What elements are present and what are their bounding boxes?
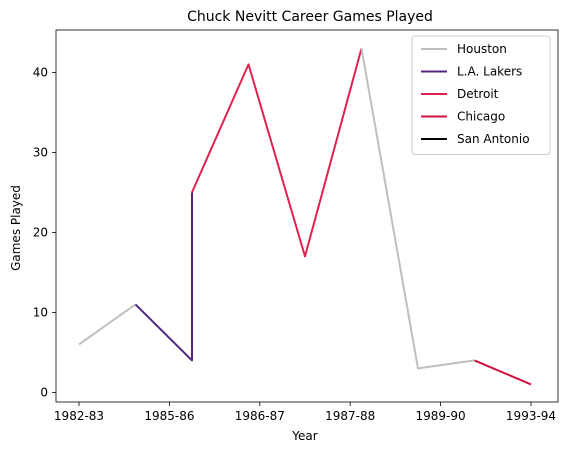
series-line-chicago-4 [474,359,532,386]
x-tick-label: 1982-83 [54,409,104,423]
x-tick-label: 1987-88 [325,409,375,423]
legend-box [411,35,551,155]
series-layer [78,48,532,386]
legend-label-l-a-lakers: L.A. Lakers [457,65,522,79]
series-line-houston-0 [78,303,137,346]
x-axis: 1982-83 1985-86 1986-87 1987-88 1989-90 1993-… [54,402,556,423]
y-axis-label: Games Played [9,185,23,271]
series-line-houston-3 [360,48,475,370]
y-axis: 0 10 20 30 40 [33,65,56,399]
series-line-detroit-2 [191,48,363,258]
chart-title: Chuck Nevitt Career Games Played [187,9,433,25]
x-tick-label: 1989-90 [416,409,466,423]
legend: Houston L.A. Lakers Detroit Chicago San Anto… [411,35,551,155]
legend-label-houston: Houston [457,42,507,56]
x-tick-label: 1993-94 [506,409,556,423]
y-tick-label: 10 [33,305,48,319]
x-tick-label: 1986-87 [235,409,285,423]
x-tick-label: 1985-86 [144,409,194,423]
y-tick-label: 30 [33,145,48,159]
y-tick-label: 40 [33,65,48,79]
plot-frame [55,29,559,403]
legend-label-chicago: Chicago [457,110,505,124]
legend-label-detroit: Detroit [457,87,499,101]
series-line-l-a-lakers-1 [134,192,193,362]
y-tick-label: 0 [40,385,48,399]
legend-label-san-antonio: San Antonio [457,132,530,146]
y-tick-label: 20 [33,225,48,239]
x-axis-label: Year [291,429,317,443]
